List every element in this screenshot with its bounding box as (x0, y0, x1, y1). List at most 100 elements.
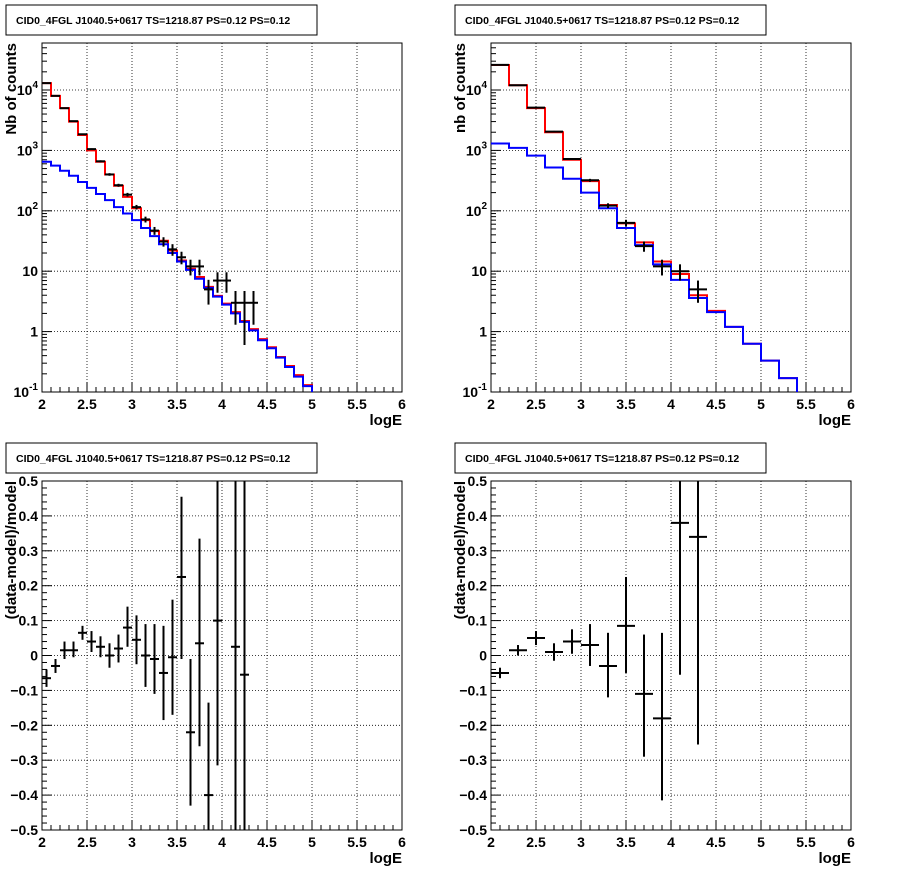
x-tick-label: 4 (218, 834, 226, 850)
y-tick-label: 0.5 (19, 473, 39, 489)
x-tick-label: 6 (847, 396, 855, 412)
x-tick-label: 5.5 (347, 834, 367, 850)
series-model-blue-line (42, 160, 313, 392)
data-point (132, 615, 141, 665)
data-point (132, 204, 141, 210)
data-point (689, 280, 707, 303)
data-point (105, 173, 114, 176)
data-point (150, 226, 159, 235)
chart-title: CID0_4FGL J1040.5+0617 TS=1218.87 PS=0.1… (465, 15, 739, 27)
y-tick-label: 0.3 (19, 543, 39, 559)
x-tick-label: 3.5 (167, 396, 187, 412)
data-point (159, 625, 168, 721)
x-tick-label: 3.5 (616, 396, 636, 412)
x-tick-label: 2.5 (526, 396, 546, 412)
y-tick-label: 10 (22, 263, 38, 279)
data-point (195, 538, 204, 747)
x-tick-label: 4.5 (706, 396, 726, 412)
data-point (689, 481, 707, 745)
data-point (60, 107, 69, 110)
data-point (150, 624, 159, 694)
y-tick-label: −0.3 (459, 752, 487, 768)
x-tick-label: 5 (308, 834, 316, 850)
x-axis-label: logE (819, 850, 852, 867)
data-point (60, 641, 69, 659)
y-tick-label: 0.2 (468, 578, 488, 594)
data-point (87, 148, 96, 151)
y-tick-exponent: 4 (32, 80, 38, 91)
plot-area (491, 63, 798, 392)
x-tick-label: 2 (38, 834, 46, 850)
x-tick-label: 4.5 (257, 834, 277, 850)
title-box (454, 4, 767, 36)
data-point (87, 631, 96, 653)
data-point (222, 272, 231, 293)
y-tick-base: 1 (30, 324, 38, 340)
y-tick-label: 0.4 (19, 508, 39, 524)
y-tick-base: 10 (463, 384, 479, 400)
x-tick-label: 5 (757, 396, 765, 412)
y-tick-base: 10 (466, 142, 482, 158)
x-tick-label: 3.5 (616, 834, 636, 850)
data-point (78, 133, 87, 136)
data-point (249, 291, 258, 325)
data-point (653, 632, 671, 801)
data-point (509, 84, 527, 87)
y-tick-label: 0.4 (468, 508, 488, 524)
data-point (114, 183, 123, 187)
x-tick-label: 5.5 (796, 834, 816, 850)
y-axis-label: (data-model)/model (452, 481, 469, 619)
data-point (563, 158, 581, 161)
data-point (42, 669, 51, 687)
data-point (177, 251, 186, 265)
x-tick-label: 3 (577, 396, 585, 412)
data-point (168, 599, 177, 715)
y-tick-label: 0.5 (468, 473, 488, 489)
chart-title: CID0_4FGL J1040.5+0617 TS=1218.87 PS=0.1… (16, 15, 290, 27)
plot-area (491, 481, 707, 801)
x-tick-label: 3.5 (167, 834, 187, 850)
x-tick-label: 4 (667, 396, 675, 412)
y-tick-exponent: 3 (32, 140, 38, 151)
y-tick-base: 10 (17, 82, 33, 98)
data-point (545, 130, 563, 133)
title-box (5, 442, 318, 474)
data-point (204, 702, 213, 830)
chart-title: CID0_4FGL J1040.5+0617 TS=1218.87 PS=0.1… (16, 453, 290, 465)
data-point (96, 160, 105, 163)
data-point (671, 264, 689, 281)
x-tick-label: 4 (667, 834, 675, 850)
y-tick-label: −0.1 (459, 682, 487, 698)
y-tick-label: −0.2 (459, 717, 487, 733)
x-axis-label: logE (370, 850, 403, 867)
y-axis-label: Nb of counts (3, 43, 20, 135)
y-axis-label: nb of counts (452, 43, 469, 133)
x-tick-label: 2 (487, 834, 495, 850)
x-tick-label: 4.5 (706, 834, 726, 850)
y-tick-label: 103 (17, 140, 39, 158)
x-tick-label: 5.5 (347, 396, 367, 412)
data-point (78, 625, 87, 640)
data-point (240, 481, 249, 830)
x-tick-label: 2.5 (77, 834, 97, 850)
y-tick-base: 1 (479, 324, 487, 340)
data-point (141, 216, 150, 223)
x-tick-label: 6 (398, 396, 406, 412)
y-tick-label: 104 (17, 80, 39, 98)
y-tick-label: −0.4 (10, 787, 38, 803)
y-tick-label: 103 (466, 140, 488, 158)
data-point (581, 624, 599, 666)
y-axis-label: (data-model)/model (3, 481, 20, 619)
data-point (159, 237, 168, 247)
x-tick-label: 2 (487, 396, 495, 412)
y-tick-exponent: 4 (481, 80, 487, 91)
y-tick-label: 0.1 (19, 613, 39, 629)
data-point (69, 641, 78, 658)
chart-panel-4: CID0_4FGL J1040.5+0617 TS=1218.87 PS=0.1… (452, 442, 855, 867)
data-point (617, 219, 635, 227)
data-point (195, 259, 204, 276)
title-box (5, 4, 318, 36)
y-tick-label: 102 (466, 201, 488, 219)
data-point (491, 63, 509, 66)
chart-panel-3: CID0_4FGL J1040.5+0617 TS=1218.87 PS=0.1… (3, 442, 406, 867)
